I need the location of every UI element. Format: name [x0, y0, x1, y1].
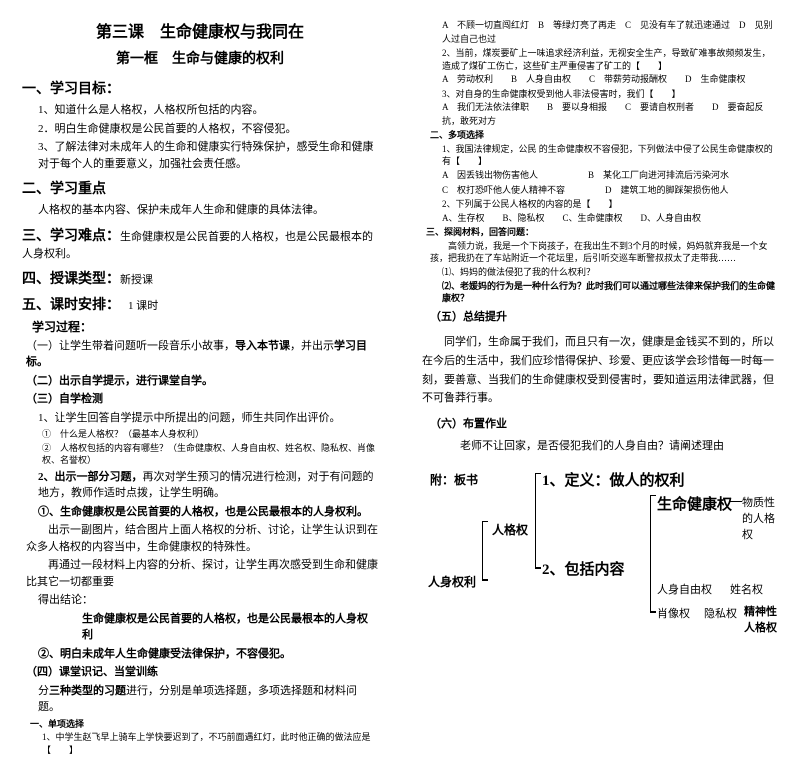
material: 三、探阅材料，回答问题：	[426, 226, 778, 239]
learn-process: 学习过程：	[32, 318, 378, 335]
portrait-node: 肖像权	[657, 605, 690, 621]
right-page: A 不顾一切直闯红灯 B 等绿灯亮了再走 C 见没有车了就迅速通过 D 见别人过…	[400, 0, 800, 566]
connector-line	[729, 501, 742, 502]
mat-q2: ⑵、老媛妈的行为是一种什么行为？此时我们可以通过哪些法律来保护我们的生命健康权？	[442, 280, 778, 305]
left-page: 第三课 生命健康权与我同在 第一框 生命与健康的权利 一、学习目标： 1、知道什…	[0, 0, 400, 566]
step-4-text: 分三种类型的习题进行，分别是单项选择题，多项选择题和材料问题。	[38, 683, 378, 716]
sub-item: ① 什么是人格权？（最基本人身权利）	[42, 428, 378, 441]
section-4: 四、授课类型：新授课	[22, 268, 378, 288]
step-3-1: 1、让学生回答自学提示中所提出的问题，师生共同作出评价。	[38, 410, 378, 427]
q2-options: A 劳动权利 B 人身自由权 C 带薪劳动报酬权 D 生命健康权	[442, 73, 778, 87]
section-3: 三、学习难点：生命健康权是公民首要的人格权，也是公民最根本的人身权利。	[22, 225, 378, 262]
section-5: 五、课时安排：1 课时	[22, 294, 378, 314]
conclusion-label: 得出结论：	[38, 592, 378, 609]
main-title: 第三课 生命健康权与我同在	[22, 18, 378, 42]
homework: 老师不让回家，是否侵犯我们的人身自由？请阐述理由	[438, 438, 778, 455]
privacy-node: 隐私权	[704, 605, 737, 621]
def-node: 1、定义：做人的权利	[542, 469, 685, 490]
question-3: 3、对自身的生命健康权受到他人非法侵害时，我们【 】	[442, 88, 778, 101]
m1-opts: C 权打恐吓他人使人精神不容D 建筑工地的脚踩架损伤他人	[442, 184, 778, 198]
explain: 出示一副图片，结合图片上面人格权的分析、讨论，让学生认识到在众多人格权的内容当中…	[26, 522, 378, 555]
s1-item: 1、知道什么是人格权，人格权所包括的内容。	[38, 102, 378, 119]
key-point: ①、生命健康权是公民首要的人格权，也是公民最根本的人身权利。	[38, 504, 378, 521]
m-question-2: 2、下列属于公民人格权的内容的是【 】	[442, 198, 778, 211]
s2-text: 人格权的基本内容、保护未成年人生命和健康的具体法律。	[38, 202, 378, 219]
section-1: 一、学习目标：	[22, 78, 378, 98]
step-1: （一）让学生带着问题听一段音乐小故事，导入本节课，并出示学习目标。	[26, 338, 378, 371]
step-3: （三）自学检测	[26, 391, 378, 408]
m1-opts: A 因丢钱出物伤害他人B 某化工厂向进河排流后污染河水	[442, 169, 778, 183]
material-text: 高领力说，我是一个下岗孩子，在我出生不到3个月的时候，妈妈就弃我是一个女孩，把我…	[430, 240, 778, 265]
rgq-node: 人格权	[492, 521, 528, 538]
question-1: 1、中学生赵飞早上骑车上学快要迟到了，不巧前面遇红灯，此时他正确的做法应是【 】	[42, 731, 378, 756]
section-2: 二、学习重点	[22, 178, 378, 198]
free-node: 人身自由权	[657, 581, 712, 597]
bracket-icon	[482, 521, 488, 581]
s1-item: 3、了解法律对未成年人的生命和健康实行特殊保护，感受生命和健康对于每个人的重要意…	[38, 139, 378, 172]
sub-item: ② 人格权包括的内容有哪些？（生命健康权、人身自由权、姓名权、隐私权、肖像权、名…	[42, 442, 378, 467]
s1-item: 2．明白生命健康权是公民首要的人格权，不容侵犯。	[38, 121, 378, 138]
spirit-node: 精神性人格权	[744, 603, 778, 635]
q3-options: A 我们无法依法律职 B 要以身相报 C 要请自权刑者 D 要奋起反抗，敢死对方	[442, 101, 778, 128]
step-3-2: 2、出示一部分习题，再次对学生预习的情况进行检测，对于有问题的地方，教师作适时点…	[38, 469, 378, 502]
step-4: （四）课堂识记、当堂训练	[26, 664, 378, 681]
bracket-icon	[535, 473, 541, 569]
board-label: 附：板书	[430, 471, 478, 488]
life-note: 物质性的人格权	[742, 494, 778, 542]
question-2: 2、当前，煤炭要矿上一味追求经济利益，无视安全生产，导致矿难事故频频发生，造成了…	[442, 47, 778, 72]
step-3-4: ②、明白未成年人生命健康受法律保护，不容侵犯。	[38, 646, 378, 663]
section-5: （五）总结提升	[430, 309, 778, 326]
name-node: 姓名权	[730, 581, 763, 597]
summary-para: 同学们，生命属于我们，而且只有一次，健康是金钱买不到的，所以在今后的生活中，我们…	[422, 333, 778, 408]
sub-title: 第一框 生命与健康的权利	[22, 48, 378, 68]
life-node: 生命健康权	[657, 493, 732, 514]
m2-options: A、生存权 B、隐私权 C、生命健康权 D、人身自由权	[442, 212, 778, 226]
explain: 再通过一段材料上内容的分析、探讨，让学生再次感受到生命和健康比其它一切都重要	[26, 557, 378, 590]
inc-node: 2、包括内容	[542, 558, 625, 579]
step-2: （二）出示自学提示，进行课堂自学。	[26, 373, 378, 390]
single-choice: 一、单项选择	[30, 718, 378, 731]
m-question-1: 1、我国法律规定，公民 的生命健康权不容侵犯，下列做法中侵了公民生命健康权的有【…	[442, 143, 778, 168]
mat-q1: ⑴、妈妈的做法侵犯了我的什么权利？	[442, 266, 778, 279]
conclusion: 生命健康权是公民首要的人格权，也是公民最根本的人身权利	[82, 611, 378, 644]
multi-choice: 二、多项选择	[430, 129, 778, 142]
section-6: （六）布置作业	[430, 416, 778, 433]
q1-options: A 不顾一切直闯红灯 B 等绿灯亮了再走 C 见没有车了就迅速通过 D 见别人过…	[442, 19, 778, 46]
board-diagram: 附：板书 1、定义：做人的权利 生命健康权 物质性的人格权 人格权 2、包括内容…	[422, 463, 778, 623]
bracket-icon	[650, 495, 656, 613]
rsq-node: 人身权利	[428, 573, 476, 590]
